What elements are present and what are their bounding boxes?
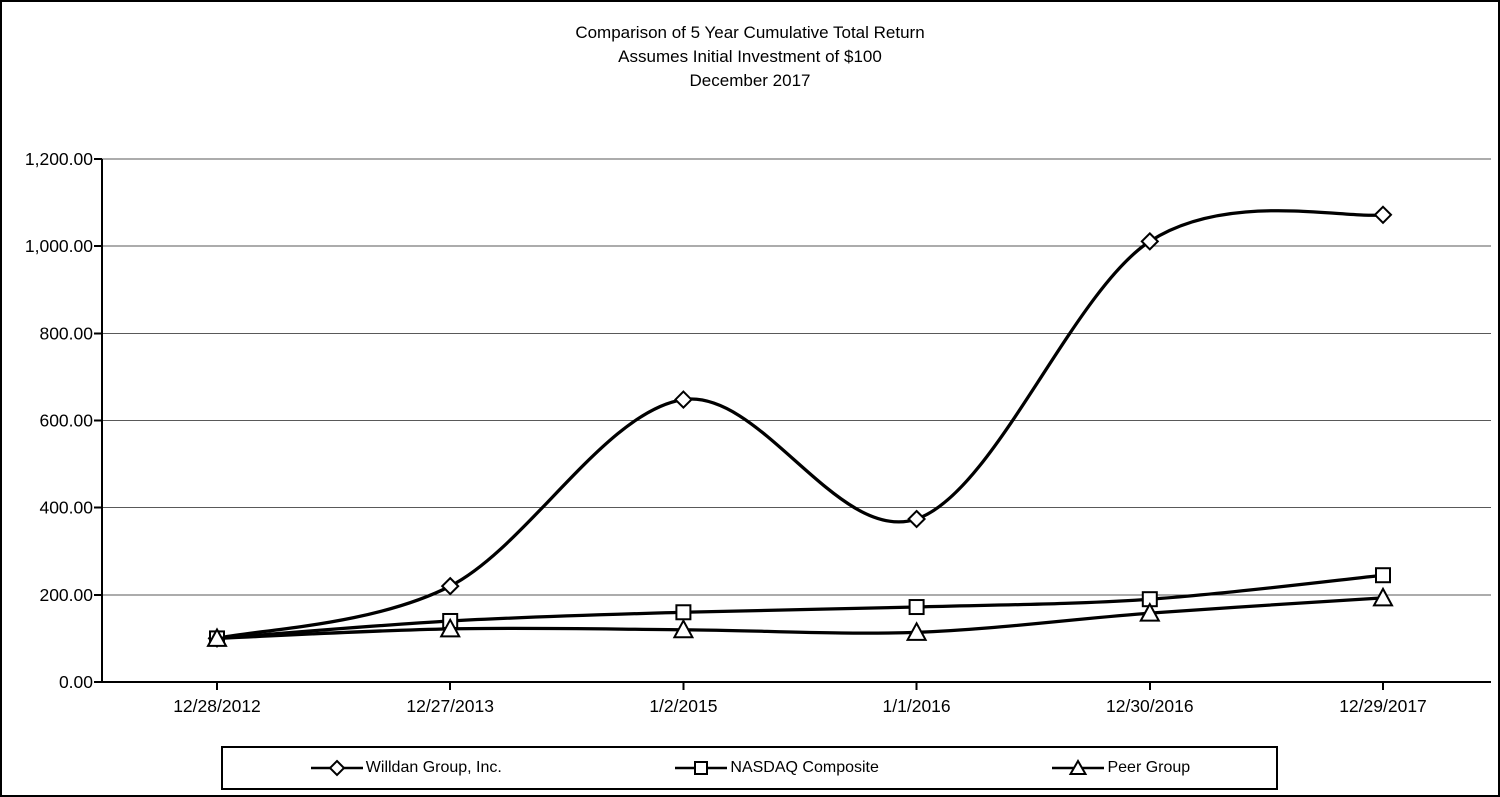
diamond-marker	[1140, 231, 1160, 251]
series-line-triangle	[215, 596, 1385, 641]
legend-item-label: Peer Group	[1107, 759, 1191, 776]
x-tick-label: 1/1/2016	[883, 696, 951, 716]
triangle-marker	[672, 618, 695, 639]
x-tick-label: 1/2/2015	[649, 696, 717, 716]
x-tick-label: 12/28/2012	[173, 696, 261, 716]
series-line-square	[215, 573, 1385, 641]
diamond-marker	[673, 390, 693, 409]
y-tick-label: 1,200.00	[25, 149, 93, 169]
y-tick-label: 200.00	[39, 585, 93, 605]
diamond-marker	[907, 509, 927, 529]
diamond-marker	[440, 576, 460, 596]
series-line-diamond	[215, 209, 1385, 641]
title-line-2: Assumes Initial Investment of $100	[618, 47, 882, 66]
square-marker	[1375, 567, 1391, 584]
x-tick-label: 12/30/2016	[1106, 696, 1194, 716]
y-tick-label: 1,000.00	[25, 236, 93, 256]
x-tick-label: 12/29/2017	[1339, 696, 1427, 716]
diamond-marker	[1373, 205, 1393, 225]
diamond-marker-icon	[310, 759, 363, 777]
triangle-marker	[1372, 586, 1394, 607]
legend-item-willdan: Willdan Group, Inc.	[309, 758, 502, 778]
y-tick-label: 0.00	[59, 672, 93, 692]
x-tick-label: 12/27/2013	[406, 696, 494, 716]
legend-item-label: Willdan Group, Inc.	[365, 759, 502, 776]
y-tick-label: 800.00	[39, 323, 93, 343]
triangle-marker	[439, 617, 461, 638]
square-marker	[908, 599, 925, 616]
triangle-marker-icon	[1052, 758, 1105, 775]
legend-item-nasdaq: NASDAQ Composite	[673, 758, 879, 778]
y-tick-label: 400.00	[39, 498, 93, 518]
title-line-1: Comparison of 5 Year Cumulative Total Re…	[575, 23, 925, 42]
legend-item-label: NASDAQ Composite	[730, 759, 879, 776]
square-marker	[675, 604, 692, 621]
triangle-marker	[206, 627, 228, 647]
y-tick-label: 600.00	[39, 411, 93, 431]
legend-item-peer: Peer Group	[1050, 758, 1190, 778]
legend: Willdan Group, Inc. NASDAQ Composite Pee…	[221, 746, 1278, 790]
chart-title: Comparison of 5 Year Cumulative Total Re…	[0, 21, 1500, 93]
triangle-marker	[1139, 602, 1161, 622]
square-marker-icon	[675, 761, 728, 775]
triangle-marker	[905, 621, 928, 641]
title-line-3: December 2017	[689, 71, 811, 90]
